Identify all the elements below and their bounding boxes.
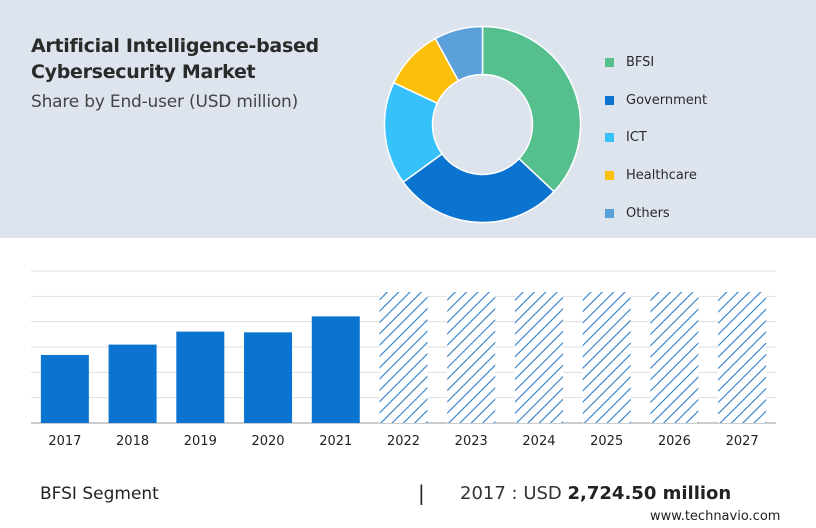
brand-url: www.technavio.com [650, 509, 781, 524]
legend-item-government: Government [605, 82, 707, 120]
legend-label: Others [626, 205, 670, 221]
x-tick-label-2018: 2018 [116, 434, 149, 449]
x-tick-label-2020: 2020 [251, 434, 284, 449]
donut-slice-government [402, 152, 555, 224]
legend-item-ict: ICT [605, 119, 707, 157]
chart-subtitle: Share by End-user (USD million) [31, 92, 299, 112]
forecast-bar-2027 [718, 292, 767, 423]
bar-2021 [311, 316, 360, 423]
legend-swatch [605, 171, 614, 181]
bar-2020 [244, 332, 293, 423]
x-tick-label-2025: 2025 [590, 434, 623, 449]
segment-value-prefix: 2017 : USD [460, 483, 562, 504]
x-tick-label-2021: 2021 [319, 434, 352, 449]
x-tick-label-2022: 2022 [387, 434, 420, 449]
legend-item-bfsi: BFSI [605, 44, 707, 82]
footer-separator: | [418, 481, 425, 505]
legend-item-healthcare: Healthcare [605, 157, 707, 195]
legend-swatch [605, 58, 614, 68]
forecast-bar-2023 [447, 292, 496, 423]
bar-2017 [40, 354, 89, 423]
x-tick-label-2023: 2023 [455, 434, 488, 449]
legend-swatch [605, 95, 614, 105]
bar-2018 [108, 344, 157, 423]
x-tick-label-2026: 2026 [658, 434, 691, 449]
donut-slice-bfsi [481, 25, 582, 193]
bar-2019 [176, 331, 225, 423]
chart-title: Artificial Intelligence-based Cybersecur… [31, 35, 319, 83]
legend-swatch [605, 208, 614, 218]
donut-slice-others [434, 25, 484, 82]
segment-label: BFSI Segment [40, 484, 159, 504]
legend: BFSI Government ICT Healthcare Others [605, 44, 707, 232]
x-tick-label-2027: 2027 [726, 434, 759, 449]
x-tick-label-2024: 2024 [522, 434, 555, 449]
legend-label: Healthcare [626, 168, 697, 184]
segment-value-amount: 2,724.50 million [567, 483, 732, 504]
forecast-bar-2026 [650, 292, 699, 423]
forecast-bar-2025 [582, 292, 631, 423]
bar-chart: 2017 2018 2019 2020 2021 2022 2023 2024 2025 2026… [31, 270, 776, 449]
legend-label: ICT [626, 130, 647, 146]
x-tick-label-2017: 2017 [48, 434, 81, 449]
legend-swatch [605, 133, 614, 143]
legend-label: Government [626, 92, 708, 108]
x-tick-label-2019: 2019 [184, 434, 217, 449]
donut-chart [383, 25, 582, 224]
legend-label: BFSI [626, 55, 655, 71]
legend-item-others: Others [605, 194, 707, 232]
segment-value: 2017 : USD 2,724.50 million [460, 483, 731, 504]
forecast-bar-2022 [379, 292, 428, 423]
forecast-bar-2024 [514, 292, 563, 423]
